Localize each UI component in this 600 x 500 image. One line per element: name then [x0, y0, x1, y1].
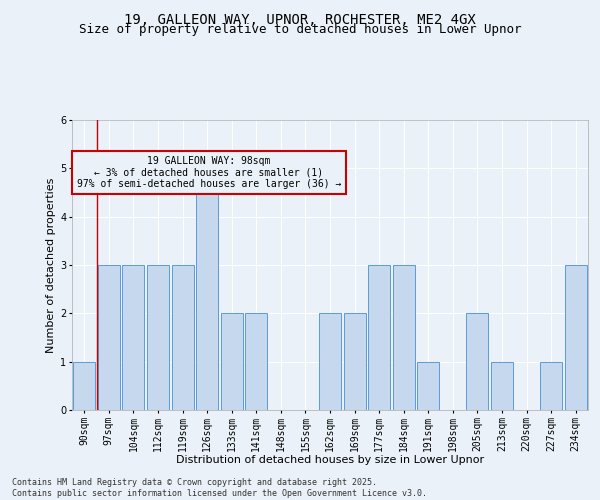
Bar: [540, 362, 562, 410]
Bar: [491, 362, 513, 410]
Bar: [245, 314, 268, 410]
Bar: [196, 168, 218, 410]
Bar: [147, 265, 169, 410]
Bar: [319, 314, 341, 410]
Text: Contains HM Land Registry data © Crown copyright and database right 2025.
Contai: Contains HM Land Registry data © Crown c…: [12, 478, 427, 498]
Text: Size of property relative to detached houses in Lower Upnor: Size of property relative to detached ho…: [79, 22, 521, 36]
Text: 19 GALLEON WAY: 98sqm
← 3% of detached houses are smaller (1)
97% of semi-detach: 19 GALLEON WAY: 98sqm ← 3% of detached h…: [77, 156, 341, 189]
Bar: [368, 265, 390, 410]
Y-axis label: Number of detached properties: Number of detached properties: [46, 178, 56, 352]
Text: 19, GALLEON WAY, UPNOR, ROCHESTER, ME2 4GX: 19, GALLEON WAY, UPNOR, ROCHESTER, ME2 4…: [124, 12, 476, 26]
Bar: [565, 265, 587, 410]
X-axis label: Distribution of detached houses by size in Lower Upnor: Distribution of detached houses by size …: [176, 455, 484, 465]
Bar: [221, 314, 243, 410]
Bar: [417, 362, 439, 410]
Bar: [344, 314, 365, 410]
Bar: [172, 265, 194, 410]
Bar: [98, 265, 120, 410]
Bar: [73, 362, 95, 410]
Bar: [392, 265, 415, 410]
Bar: [466, 314, 488, 410]
Bar: [122, 265, 145, 410]
